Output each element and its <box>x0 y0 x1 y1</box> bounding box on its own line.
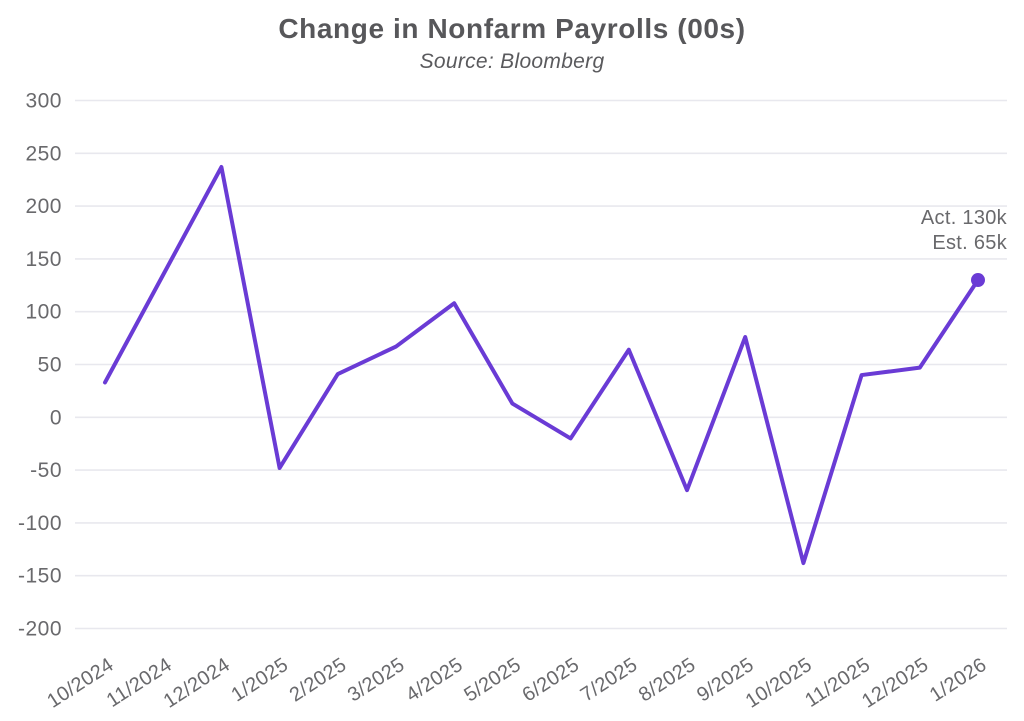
y-tick-label: -150 <box>18 565 62 588</box>
y-tick-label: -50 <box>30 459 62 482</box>
x-tick-label: 3/2025 <box>344 654 409 707</box>
latest-point-annotation: Act. 130k Est. 65k <box>921 206 1007 256</box>
chart-subtitle: Source: Bloomberg <box>419 50 605 73</box>
x-tick-label: 5/2025 <box>460 654 525 707</box>
x-tick-label: 10/2025 <box>742 654 816 713</box>
annotation-estimate: Est. 65k <box>932 232 1007 254</box>
payrolls-line <box>103 165 980 566</box>
x-tick-label: 1/2025 <box>228 654 293 707</box>
x-tick-label: 1/2026 <box>926 654 991 707</box>
x-tick-label: 12/2024 <box>160 654 234 713</box>
latest-point-marker <box>971 273 985 288</box>
y-tick-label: 250 <box>25 142 62 165</box>
x-tick-label: 8/2025 <box>635 654 700 707</box>
x-tick-label: 6/2025 <box>519 654 584 707</box>
y-tick-label: -200 <box>18 618 62 641</box>
x-tick-label: 12/2025 <box>858 654 932 713</box>
y-tick-label: 150 <box>25 248 62 271</box>
y-tick-label: 100 <box>25 301 62 324</box>
y-tick-label: 200 <box>25 195 62 218</box>
y-tick-label: -100 <box>18 512 62 535</box>
annotation-actual: Act. 130k <box>920 207 1007 229</box>
x-tick-label: 4/2025 <box>402 654 467 707</box>
x-tick-label: 10/2024 <box>43 654 117 713</box>
x-tick-label: 2/2025 <box>286 654 351 707</box>
x-tick-label: 7/2025 <box>577 654 642 707</box>
y-tick-label: 50 <box>38 354 62 377</box>
y-tick-label: 0 <box>50 406 62 429</box>
chart-title: Change in Nonfarm Payrolls (00s) <box>278 13 746 44</box>
y-tick-label: 300 <box>25 90 62 113</box>
